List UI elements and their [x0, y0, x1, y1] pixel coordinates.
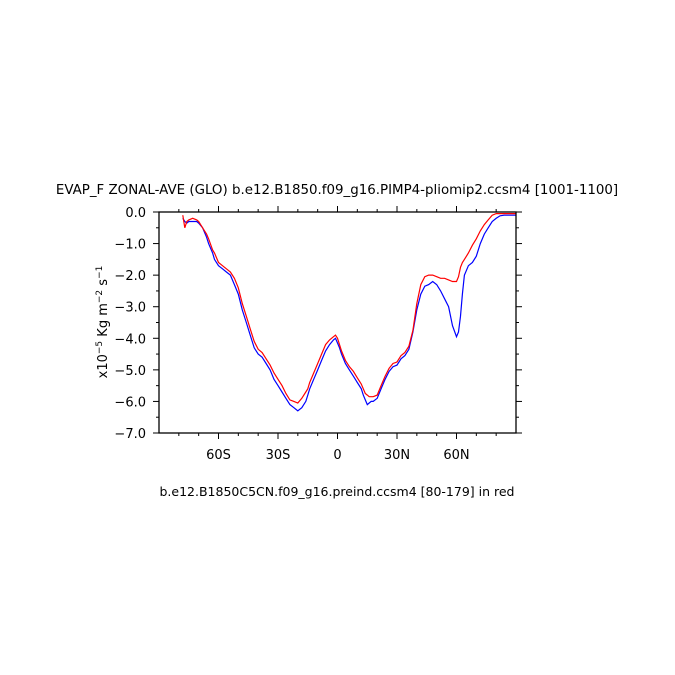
y-label-exp1: −5	[95, 341, 105, 354]
chart-subtitle: b.e12.B1850C5CN.f09_g16.preind.ccsm4 [80…	[160, 484, 515, 499]
y-tick-label: 0.0	[125, 206, 146, 221]
chart-title: EVAP_F ZONAL-AVE (GLO) b.e12.B1850.f09_g…	[56, 183, 618, 198]
y-tick-label: −2.0	[114, 269, 146, 284]
x-tick-label: 60S	[206, 448, 231, 463]
y-tick-label: −7.0	[114, 427, 146, 442]
y-tick-label: −3.0	[114, 301, 146, 316]
y-tick-label: −6.0	[114, 395, 146, 410]
y-label-exp3: −1	[95, 266, 105, 279]
y-label-unit1: Kg m	[96, 303, 111, 341]
plot-frame	[158, 211, 517, 434]
y-tick-label: −1.0	[114, 238, 146, 253]
x-tick-label: 60N	[443, 448, 469, 463]
y-label-exp2: −2	[95, 290, 105, 303]
series-line-1	[182, 214, 516, 412]
x-tick-label: 30N	[384, 448, 410, 463]
series-line-2	[182, 213, 516, 404]
y-axis-label: x10−5 Kg m−2 s−1	[95, 266, 111, 379]
y-label-prefix: x10	[96, 354, 111, 378]
y-label-unit2: s	[96, 279, 111, 290]
y-tick-label: −4.0	[114, 332, 146, 347]
plot-area: 60S 30S 0 30N 60N 0.0 −1.0 −2.0 −3.0 −4.0 −5.0 −6.0…	[114, 206, 522, 463]
y-tick-label: −5.0	[114, 364, 146, 379]
x-tick-label: 0	[333, 448, 341, 463]
x-tick-label: 30S	[266, 448, 291, 463]
